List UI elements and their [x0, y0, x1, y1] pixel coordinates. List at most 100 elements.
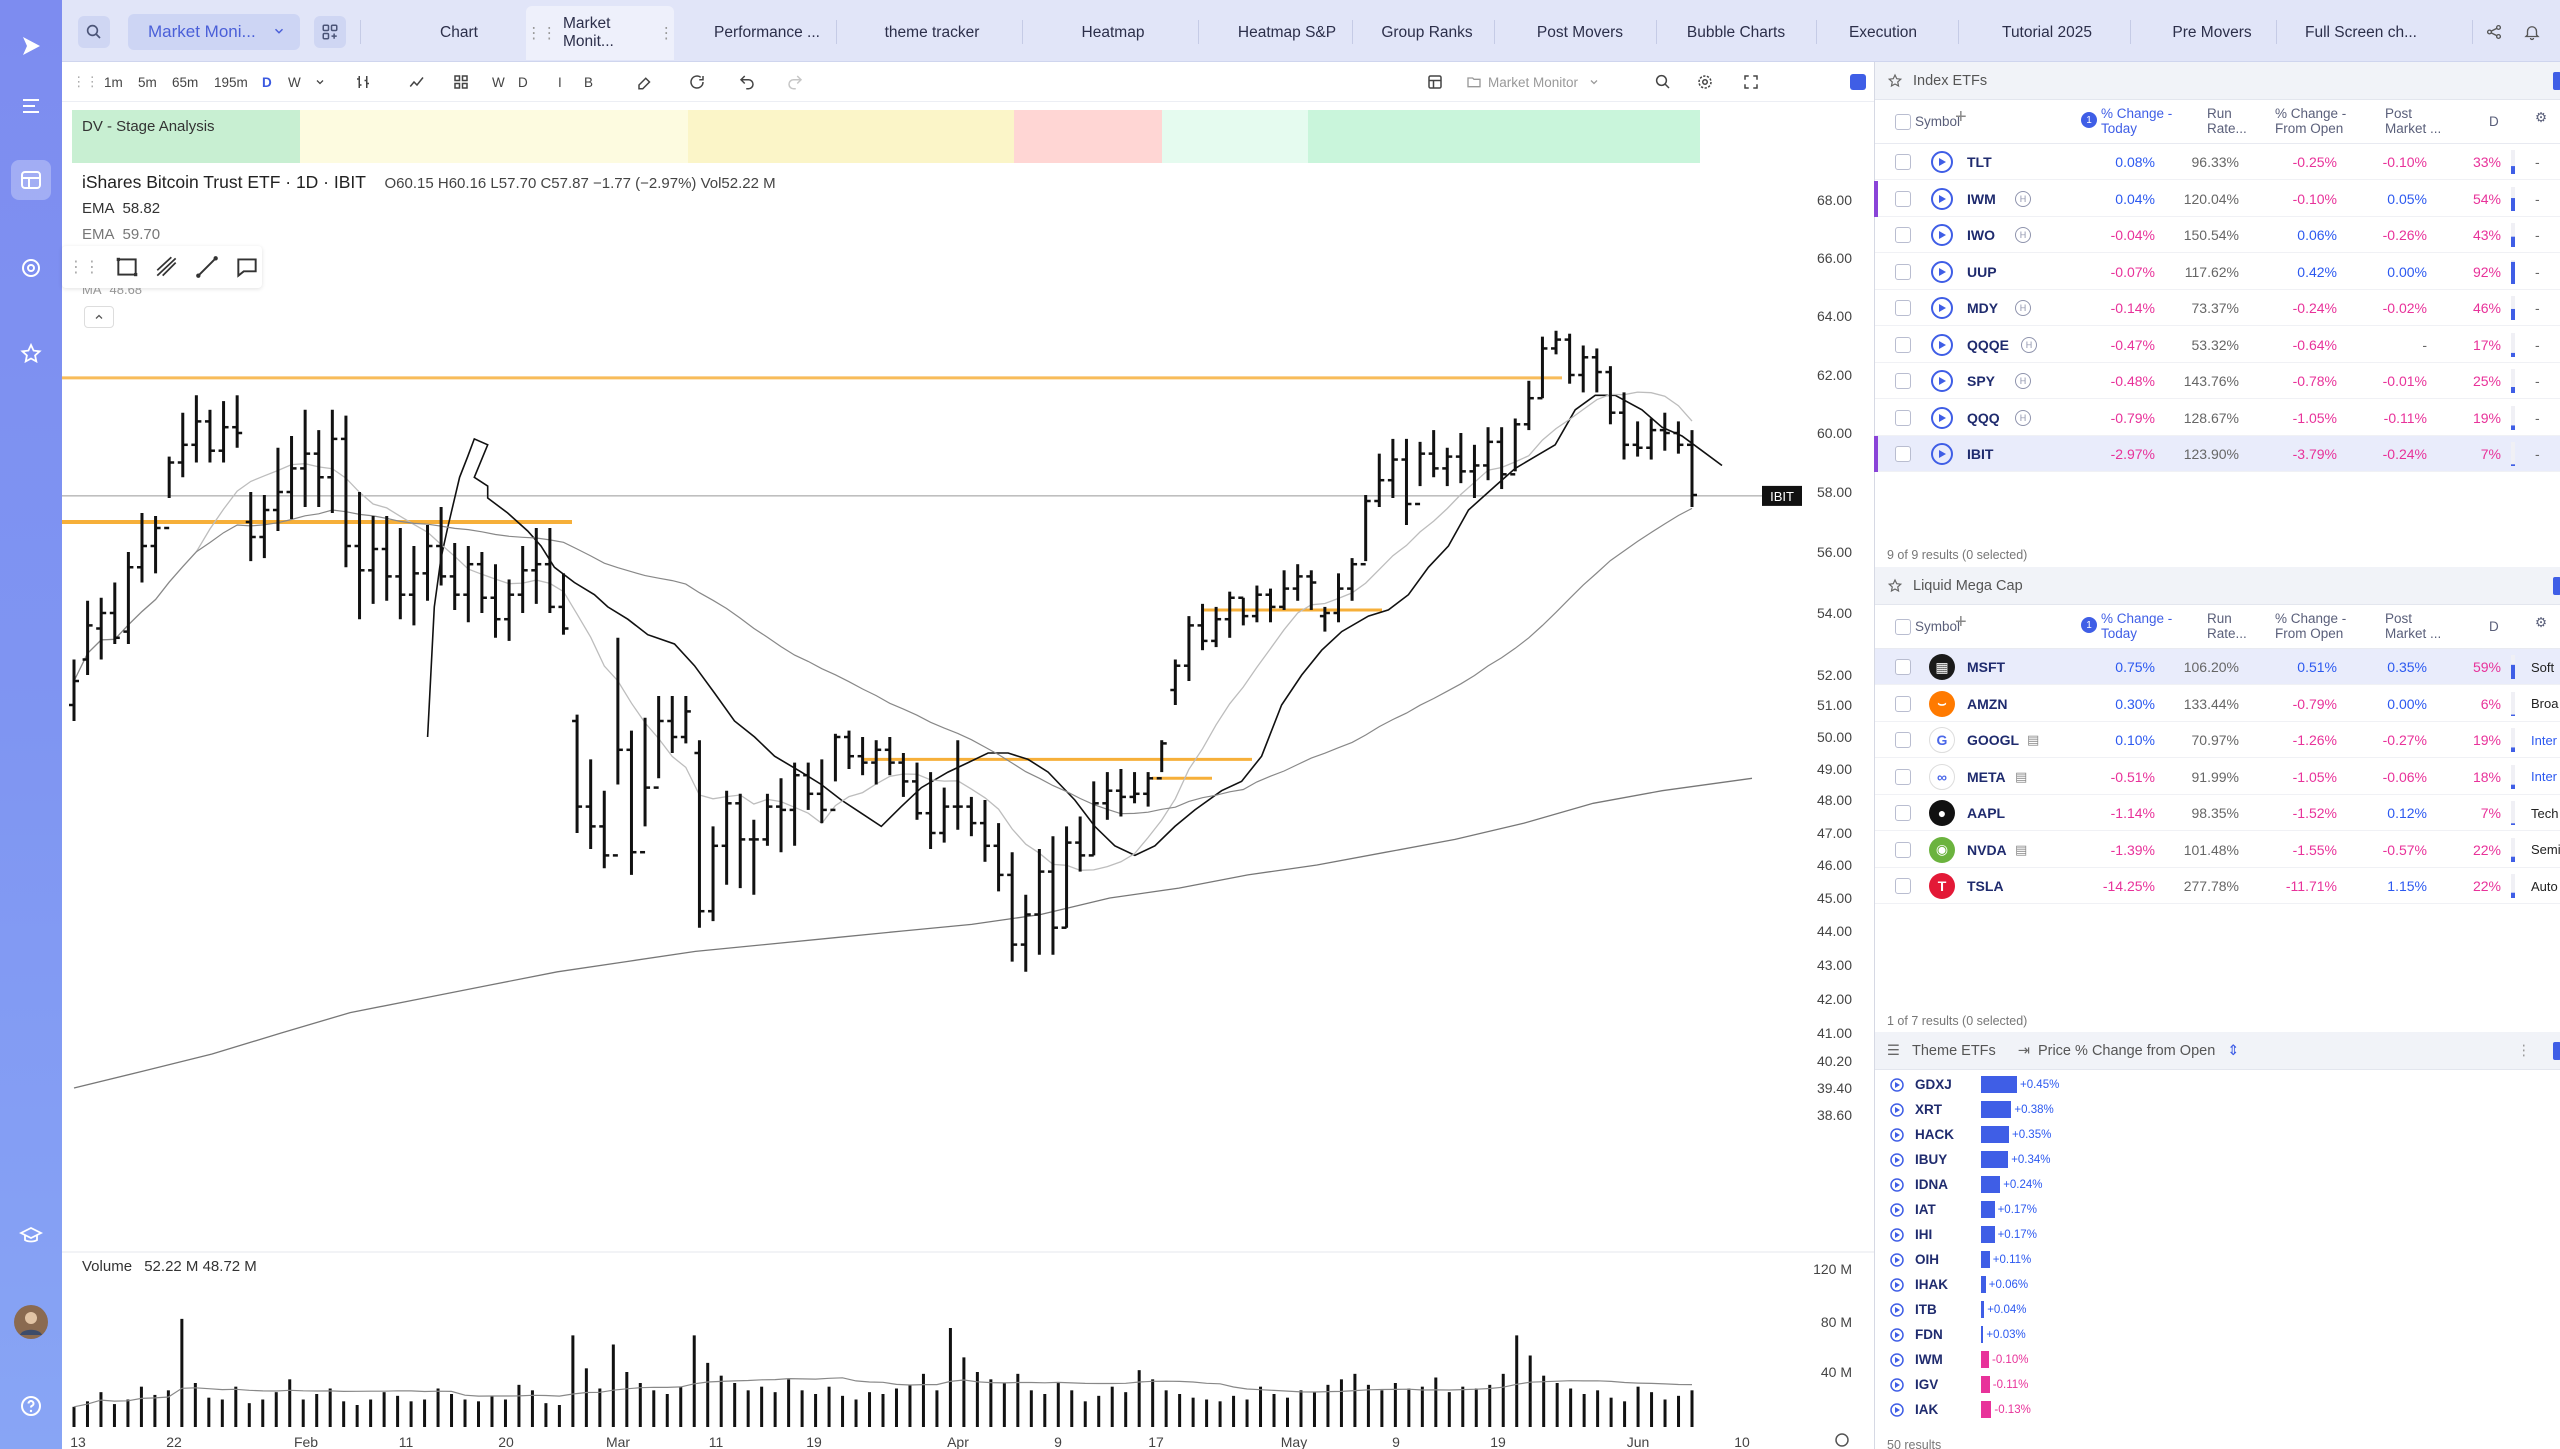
eraser-button[interactable]	[636, 62, 654, 102]
tab-bubble-charts[interactable]: Bubble Charts	[1686, 24, 1786, 41]
col-symbol[interactable]: Symbol	[1915, 619, 1961, 634]
symbol[interactable]: IBIT	[1967, 446, 1994, 462]
symbol[interactable]: GDXJ	[1915, 1077, 1952, 1092]
row-checkbox[interactable]	[1895, 868, 1911, 904]
layout-selector[interactable]: Market Moni...	[128, 14, 300, 50]
col-symbol[interactable]: Symbol	[1915, 114, 1961, 129]
row-checkbox[interactable]	[1895, 649, 1911, 685]
col-change-open[interactable]: % Change - From Open	[2275, 106, 2347, 136]
theme-row[interactable]: IHAK +0.06%	[1875, 1272, 2560, 1297]
sort-direction-icon[interactable]: ⇕	[2227, 1042, 2240, 1059]
drag-handle-icon[interactable]: ⋮⋮	[72, 74, 99, 89]
play-button[interactable]	[1931, 254, 1953, 290]
tab-performance[interactable]: Performance ...	[714, 24, 820, 41]
row-checkbox[interactable]	[1895, 327, 1911, 363]
symbol[interactable]: QQQE	[1967, 336, 2010, 353]
table-row[interactable]: MDY H -0.14% 73.37% -0.24% -0.02% 46% -	[1875, 290, 2560, 326]
refresh-button[interactable]	[688, 62, 706, 102]
row-checkbox[interactable]	[1895, 144, 1911, 180]
symbol[interactable]: QQQ	[1967, 409, 2000, 426]
table-row[interactable]: G GOOGL ▤ 0.10% 70.97% -1.26% -0.27% 19% Inter	[1875, 722, 2560, 758]
play-button[interactable]	[1889, 1272, 1905, 1297]
star-icon[interactable]	[11, 334, 51, 374]
tab-post-movers[interactable]: Post Movers	[1536, 24, 1624, 41]
play-button[interactable]	[1889, 1147, 1905, 1172]
checkbox[interactable]	[1895, 841, 1911, 858]
theme-row[interactable]: ITB +0.04%	[1875, 1297, 2560, 1322]
tab-group-ranks[interactable]: Group Ranks	[1381, 24, 1473, 41]
symbol[interactable]: IGV	[1915, 1377, 1939, 1392]
theme-row[interactable]: HACK +0.35%	[1875, 1122, 2560, 1147]
col-post-market[interactable]: Post Market ...	[2385, 611, 2442, 641]
symbol[interactable]: IAK	[1915, 1402, 1939, 1417]
theme-row[interactable]: IDNA +0.24%	[1875, 1172, 2560, 1197]
star-icon[interactable]	[1887, 578, 1903, 594]
theme-row[interactable]: GDXJ +0.45%	[1875, 1072, 2560, 1097]
select-all-checkbox[interactable]	[1895, 619, 1911, 636]
col-post-market[interactable]: Post Market ...	[2385, 106, 2442, 136]
letter-i[interactable]: I	[558, 74, 562, 90]
redo-button[interactable]	[786, 62, 804, 102]
checkbox[interactable]	[1895, 695, 1911, 712]
tab-theme-tracker[interactable]: theme tracker	[884, 24, 980, 41]
play-button[interactable]	[1931, 217, 1953, 253]
price-chart[interactable]: 68.00 66.00 64.00 62.00 60.00 58.00 56.00 54.00…	[62, 102, 1874, 1449]
row-menu[interactable]: -	[2535, 190, 2540, 207]
symbol[interactable]: META	[1967, 768, 2006, 785]
symbol[interactable]: MDY	[1967, 300, 1999, 316]
checkbox[interactable]	[1895, 446, 1911, 462]
row-checkbox[interactable]	[1895, 795, 1911, 831]
col-run-rate[interactable]: Run Rate...	[2207, 611, 2247, 641]
settings-button[interactable]	[1696, 62, 1714, 102]
col-d[interactable]: D	[2489, 114, 2499, 129]
play-button[interactable]	[1889, 1172, 1905, 1197]
letter-w[interactable]: W	[492, 74, 505, 90]
checkbox[interactable]	[1895, 878, 1911, 894]
checkbox[interactable]	[1895, 154, 1911, 170]
play-button[interactable]	[1889, 1197, 1905, 1222]
theme-row[interactable]: OIH +0.11%	[1875, 1247, 2560, 1272]
panel-toggle[interactable]	[1850, 62, 1866, 102]
play-button[interactable]	[1931, 400, 1953, 436]
symbol[interactable]: IAT	[1915, 1202, 1936, 1217]
row-checkbox[interactable]	[1895, 363, 1911, 399]
theme-row[interactable]: IAK -0.13%	[1875, 1397, 2560, 1422]
templates-button[interactable]	[452, 62, 470, 102]
symbol[interactable]: HACK	[1915, 1127, 1954, 1142]
checkbox[interactable]	[1895, 659, 1911, 675]
index-etfs-header[interactable]: Index ETFs	[1875, 62, 2560, 100]
symbol[interactable]: ITB	[1915, 1302, 1937, 1317]
symbol[interactable]: IWO	[1967, 227, 1995, 243]
layout-grid-button[interactable]	[314, 16, 346, 48]
table-row[interactable]: SPY H -0.48% 143.76% -0.78% -0.01% 25% -	[1875, 363, 2560, 399]
tab-chart[interactable]: Chart	[440, 24, 478, 41]
table-row[interactable]: IWO H -0.04% 150.54% 0.06% -0.26% 43% -	[1875, 217, 2560, 253]
timeframe-w[interactable]: W	[288, 74, 301, 90]
mega-cap-header[interactable]: Liquid Mega Cap	[1875, 567, 2560, 605]
play-button[interactable]	[1931, 436, 1953, 472]
symbol[interactable]: GOOGL	[1967, 732, 2020, 748]
checkbox[interactable]	[1895, 373, 1911, 389]
play-button[interactable]	[1889, 1347, 1905, 1372]
share-button[interactable]	[2480, 18, 2508, 46]
symbol[interactable]: IHI	[1915, 1227, 1933, 1242]
letter-b[interactable]: B	[584, 74, 594, 90]
zoom-button[interactable]	[1654, 62, 1672, 102]
dashboard-icon[interactable]	[11, 160, 51, 200]
checkbox[interactable]	[1895, 300, 1911, 316]
row-checkbox[interactable]	[1895, 400, 1911, 436]
symbol[interactable]: AAPL	[1967, 805, 2006, 821]
table-row[interactable]: TLT 0.08% 96.33% -0.25% -0.10% 33% -	[1875, 144, 2560, 180]
theme-row[interactable]: FDN +0.03%	[1875, 1322, 2560, 1347]
row-menu[interactable]: -	[2535, 300, 2540, 316]
play-button[interactable]	[1889, 1097, 1905, 1122]
letter-d[interactable]: D	[518, 74, 528, 90]
table-row[interactable]: ∞ META ▤ -0.51% 91.99% -1.05% -0.06% 18% Inter	[1875, 759, 2560, 795]
tab-pre-movers[interactable]: Pre Movers	[2172, 24, 2252, 41]
checkbox[interactable]	[1895, 190, 1911, 207]
help-icon[interactable]	[11, 1386, 51, 1426]
notifications-button[interactable]	[2518, 18, 2546, 46]
table-row[interactable]: QQQE H -0.47% 53.32% -0.64% - 17% -	[1875, 327, 2560, 363]
col-change-open[interactable]: % Change - From Open	[2275, 611, 2347, 641]
indicators-button[interactable]	[408, 62, 426, 102]
